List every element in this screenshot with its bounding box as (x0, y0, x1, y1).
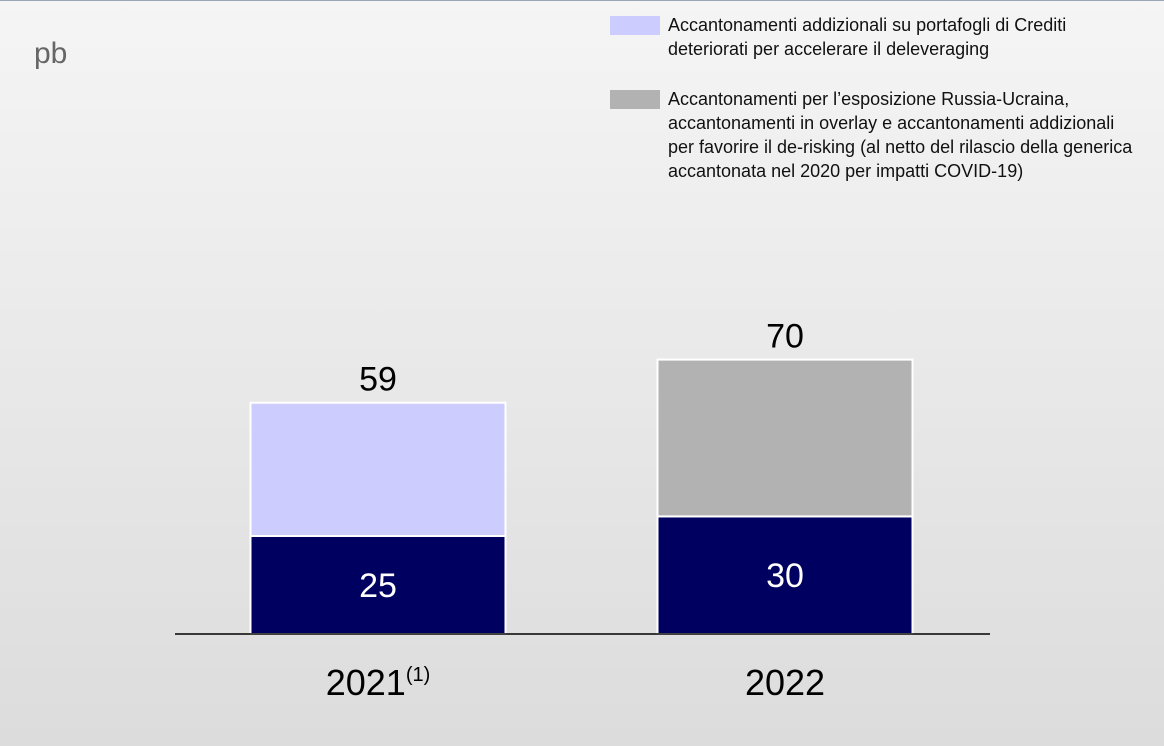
category: 2021 (326, 662, 406, 703)
legend-label: Accantonamenti per l’esposizione Russia-… (668, 89, 1133, 181)
total-label: 70 (766, 318, 804, 356)
bar-segment (249, 535, 507, 635)
bar-segment (656, 358, 914, 518)
legend-label: Accantonamenti addizionali su portafogli… (668, 15, 1067, 59)
segment-label: 25 (359, 567, 397, 605)
category-note: (1) (406, 664, 430, 686)
bar-segment (249, 401, 507, 537)
category: 2022 (745, 662, 825, 703)
total-label: 59 (359, 361, 397, 399)
unit-label: pb (34, 37, 68, 70)
segment-label: 30 (766, 557, 804, 595)
x-tick-label: 2021(1) (326, 662, 431, 703)
x-tick-label: 2022 (745, 662, 825, 703)
legend-swatch (610, 16, 660, 35)
legend-swatch (610, 90, 660, 109)
